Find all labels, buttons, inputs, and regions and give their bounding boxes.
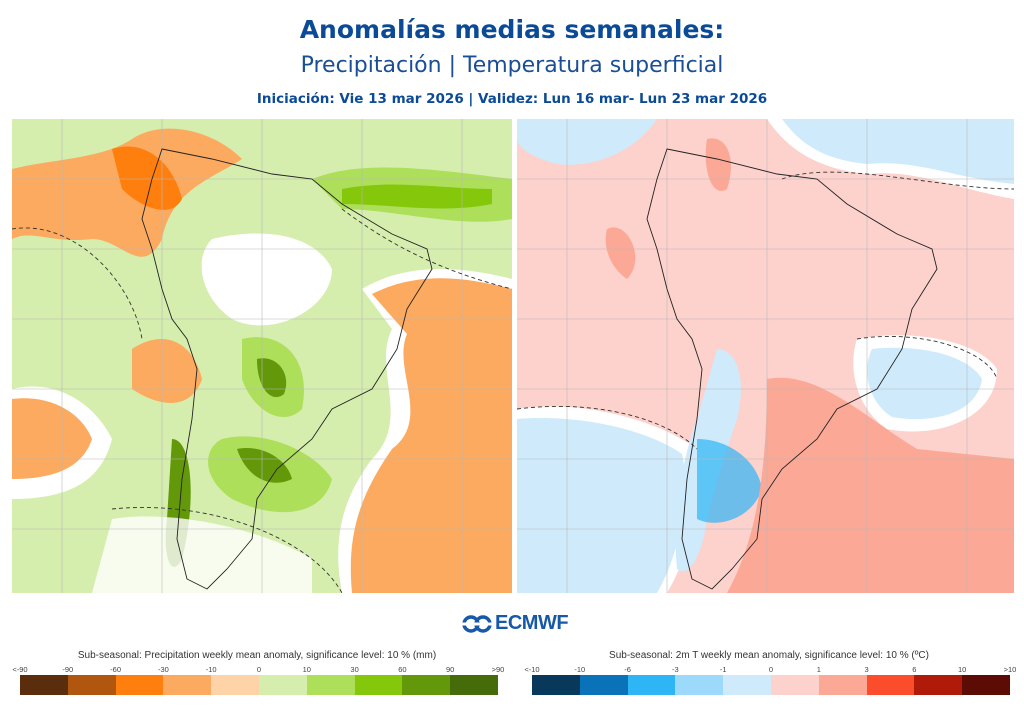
page-title: Anomalías medias semanales: (299, 15, 725, 44)
temperature-legend-ticks: <-10 -10 -6 -3 -1 0 1 3 6 10 >10 (524, 661, 1017, 675)
page-subtitle: Precipitación | Temperatura superficial (300, 53, 724, 78)
ecmwf-logo-text: ECMWF (495, 612, 569, 634)
precipitation-legend-tick: -30 (157, 665, 169, 674)
precipitation-legend-tick: 30 (350, 665, 359, 674)
temperature-legend-swatch (770, 675, 819, 695)
temperature-legend-title: Sub-seasonal: 2m T weekly mean anomaly, … (609, 650, 929, 661)
precipitation-legend-swatch (163, 675, 212, 695)
temperature-legend-tick: -1 (719, 665, 727, 674)
precipitation-legend-ticks: <-90 -90 -60 -30 -10 0 10 30 60 90 >90 (12, 661, 505, 675)
temperature-legend-swatch (532, 675, 580, 695)
ecmwf-emblem-icon (462, 614, 492, 633)
precipitation-anomaly-map (12, 119, 512, 593)
precipitation-legend-swatch (354, 675, 403, 695)
precipitation-legend-title: Sub-seasonal: Precipitation weekly mean … (77, 650, 437, 661)
temperature-legend-tick: 0 (768, 665, 774, 674)
precipitation-legend-swatch (20, 675, 68, 695)
temperature-legend-swatch (579, 675, 628, 695)
temperature-legend-swatch (627, 675, 676, 695)
temperature-legend-tick: -6 (624, 665, 631, 674)
temperature-legend-tick: >10 (1003, 665, 1017, 674)
temperature-legend-swatch (866, 675, 915, 695)
precipitation-legend-swatch (306, 675, 355, 695)
precipitation-legend-tick: -90 (62, 665, 74, 674)
temperature-legend-swatch (962, 675, 1010, 695)
precipitation-legend-swatch (67, 675, 116, 695)
temperature-legend-swatch (914, 675, 963, 695)
temperature-legend-tick: 6 (912, 665, 917, 674)
temperature-legend-swatch (675, 675, 724, 695)
precipitation-legend-tick: 60 (398, 665, 407, 674)
precipitation-legend-swatch (211, 675, 259, 695)
temperature-legend: Sub-seasonal: 2m T weekly mean anomaly, … (524, 650, 1017, 695)
precipitation-legend-tick: -10 (205, 665, 217, 674)
temperature-anomaly-map (517, 119, 1014, 593)
precipitation-legend-tick: 90 (446, 665, 455, 674)
precipitation-legend: Sub-seasonal: Precipitation weekly mean … (12, 650, 505, 695)
temperature-legend-swatch (818, 675, 867, 695)
temperature-legend-bar (532, 675, 1010, 695)
temperature-legend-tick: 3 (864, 665, 869, 674)
ecmwf-logo: ECMWF (462, 612, 569, 635)
temperature-legend-tick: <-10 (524, 665, 540, 674)
precipitation-legend-swatch (115, 675, 164, 695)
temperature-legend-tick: -3 (672, 665, 679, 674)
precipitation-legend-tick: 0 (256, 665, 262, 674)
precipitation-legend-tick: <-90 (12, 665, 28, 674)
temperature-legend-tick: -10 (574, 665, 586, 674)
precipitation-legend-swatch (402, 675, 451, 695)
precipitation-legend-swatch (450, 675, 498, 695)
temperature-legend-swatch (723, 675, 771, 695)
precipitation-legend-tick: >90 (491, 665, 505, 674)
temperature-legend-tick: 10 (958, 665, 967, 674)
precipitation-legend-bar (20, 675, 498, 695)
temperature-legend-tick: 1 (816, 665, 821, 674)
precipitation-legend-tick: 10 (302, 665, 311, 674)
precipitation-legend-swatch (258, 675, 307, 695)
date-range: Iniciación: Vie 13 mar 2026 | Validez: L… (256, 91, 768, 107)
precipitation-legend-tick: -60 (110, 665, 122, 674)
